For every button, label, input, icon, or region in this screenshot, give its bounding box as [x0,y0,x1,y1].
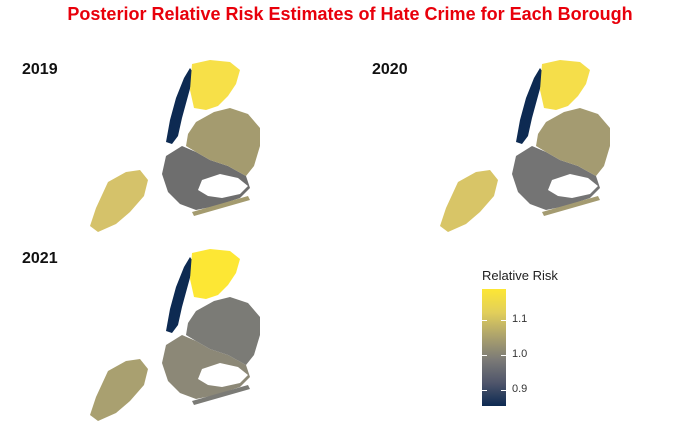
legend-tick-mark [482,320,487,321]
legend-tick-label: 1.1 [512,313,528,325]
staten-island-borough [440,170,498,232]
queens-borough [186,108,260,176]
jamaica-bay [198,174,248,198]
legend-tick-mark [482,390,487,391]
nyc-borough-map [90,60,260,232]
panel-year-label: 2020 [372,61,408,78]
bronx-borough [190,60,240,110]
legend-colorbar [482,289,506,406]
jamaica-bay [198,363,248,387]
manhattan-borough [166,68,194,144]
rockaway-peninsula [192,385,250,405]
legend-tick-label: 0.9 [512,383,528,395]
nyc-borough-map [90,249,260,421]
bronx-borough [190,249,240,299]
chart-title: Posterior Relative Risk Estimates of Hat… [67,4,633,24]
panel-year-label: 2019 [22,61,58,78]
nyc-borough-map [440,60,610,232]
staten-island-borough [90,359,148,421]
rockaway-peninsula [192,196,250,216]
manhattan-borough [516,68,544,144]
legend-title: Relative Risk [482,268,558,283]
panel-year-label: 2021 [22,250,58,267]
bronx-borough [540,60,590,110]
queens-borough [536,108,610,176]
legend-tick-mark [501,355,506,356]
manhattan-borough [166,257,194,333]
legend-tick-mark [482,355,487,356]
jamaica-bay [548,174,598,198]
queens-borough [186,297,260,365]
staten-island-borough [90,170,148,232]
legend-tick-mark [501,390,506,391]
rockaway-peninsula [542,196,600,216]
legend-tick-mark [501,320,506,321]
legend-tick-label: 1.0 [512,348,528,360]
